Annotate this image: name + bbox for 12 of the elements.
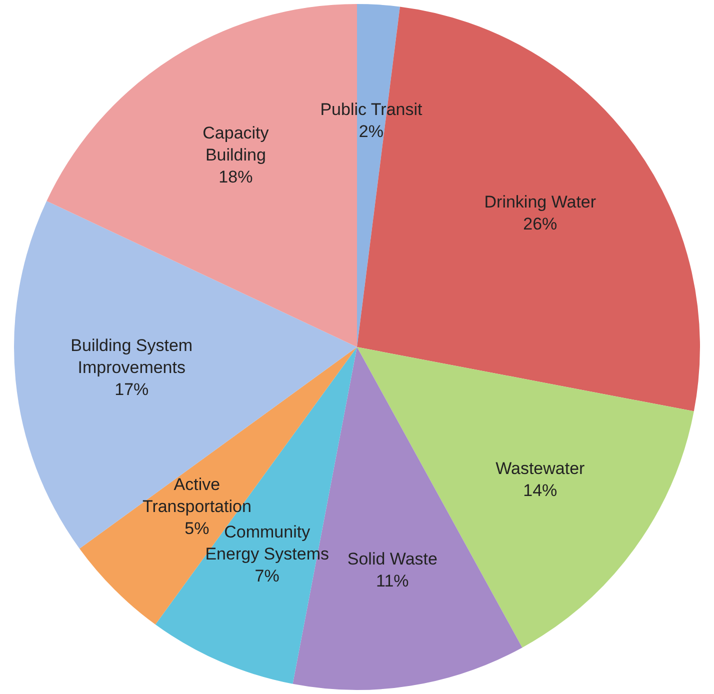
slice-label: Wastewater	[496, 458, 586, 478]
slice-label: Building System Improvements	[70, 336, 193, 377]
slice-label: Solid Waste	[347, 549, 438, 568]
data-label: 7%	[254, 566, 280, 586]
data-label: 18%	[218, 168, 253, 187]
data-label: 11%	[376, 571, 409, 590]
data-label: 17%	[114, 380, 149, 399]
slice-label: Drinking Water	[484, 192, 596, 212]
data-label: 14%	[523, 480, 558, 500]
data-label: 2%	[358, 122, 384, 141]
data-label: 26%	[523, 214, 558, 234]
slice-label: Capacity Building	[202, 124, 270, 165]
